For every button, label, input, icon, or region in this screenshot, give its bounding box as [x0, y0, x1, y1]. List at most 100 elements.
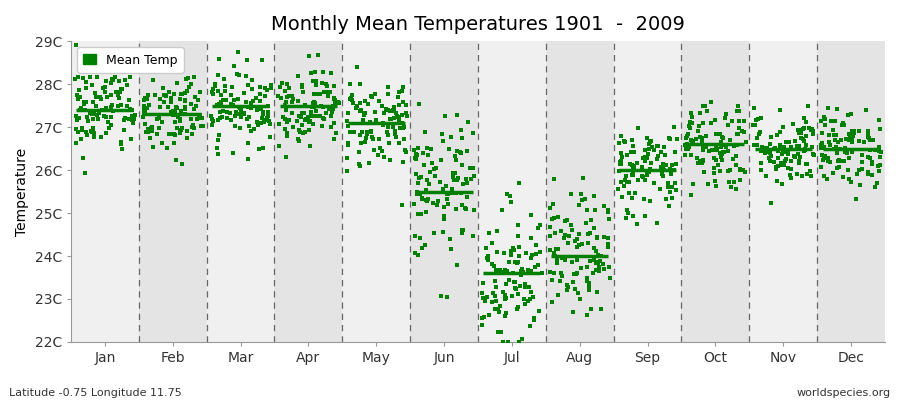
Point — [467, 173, 482, 179]
Point — [381, 132, 395, 138]
Point — [453, 149, 467, 155]
Point — [178, 76, 193, 82]
Point — [816, 144, 831, 150]
Point — [380, 129, 394, 136]
Point — [590, 234, 604, 240]
Point — [519, 250, 534, 257]
Point — [861, 154, 876, 160]
Point — [307, 104, 321, 111]
Point — [322, 106, 337, 112]
Point — [529, 242, 544, 248]
Point — [155, 118, 169, 125]
Point — [208, 82, 222, 89]
Point — [709, 146, 724, 152]
Point — [663, 168, 678, 175]
Point — [661, 184, 675, 191]
Point — [828, 136, 842, 143]
Point — [746, 122, 760, 128]
Point — [701, 180, 716, 187]
Point — [511, 290, 526, 297]
Point — [723, 167, 737, 174]
Point — [842, 176, 857, 182]
Point — [512, 253, 526, 260]
Point — [749, 117, 763, 124]
Point — [572, 231, 586, 237]
Point — [587, 257, 601, 263]
Point — [194, 123, 208, 129]
Point — [454, 190, 468, 196]
Point — [418, 186, 433, 193]
Point — [114, 141, 129, 147]
Point — [862, 147, 877, 153]
Point — [324, 113, 338, 119]
Point — [400, 113, 414, 120]
Point — [626, 162, 641, 169]
Bar — [750, 41, 817, 342]
Point — [715, 142, 729, 148]
Point — [143, 125, 157, 131]
Point — [769, 164, 783, 170]
Point — [753, 167, 768, 173]
Point — [738, 169, 752, 176]
Point — [180, 135, 194, 141]
Point — [762, 150, 777, 156]
Point — [138, 97, 152, 103]
Point — [721, 122, 735, 128]
Point — [444, 134, 458, 140]
Point — [614, 150, 628, 156]
Point — [125, 117, 140, 123]
Point — [824, 118, 838, 124]
Point — [524, 212, 538, 218]
Point — [151, 124, 166, 131]
Point — [226, 150, 240, 156]
Point — [496, 289, 510, 296]
Point — [806, 131, 820, 138]
Point — [589, 259, 603, 265]
Point — [786, 121, 800, 127]
Point — [344, 95, 358, 101]
Point — [834, 137, 849, 144]
Point — [455, 226, 470, 233]
Point — [489, 298, 503, 304]
Point — [396, 99, 410, 105]
Point — [780, 148, 795, 155]
Point — [157, 92, 171, 98]
Point — [220, 108, 234, 115]
Point — [69, 140, 84, 146]
Point — [818, 116, 832, 122]
Point — [611, 168, 625, 175]
Point — [137, 105, 151, 112]
Point — [231, 48, 246, 55]
Point — [298, 128, 312, 135]
Point — [86, 116, 100, 122]
Point — [500, 191, 514, 198]
Point — [653, 186, 668, 192]
Point — [253, 98, 267, 104]
Point — [178, 98, 193, 104]
Point — [547, 215, 562, 221]
Point — [533, 249, 547, 256]
Point — [173, 129, 187, 136]
Point — [261, 110, 275, 116]
Point — [550, 260, 564, 266]
Bar — [614, 41, 681, 342]
Point — [814, 145, 829, 151]
Point — [78, 85, 93, 91]
Point — [567, 238, 581, 244]
Point — [554, 255, 569, 262]
Point — [600, 244, 615, 250]
Point — [291, 98, 305, 104]
Point — [308, 68, 322, 75]
Point — [486, 290, 500, 296]
Point — [413, 191, 428, 198]
Point — [784, 166, 798, 172]
Point — [697, 120, 711, 126]
Point — [873, 162, 887, 168]
Point — [120, 82, 134, 88]
Point — [760, 145, 774, 152]
Point — [346, 97, 360, 103]
Point — [860, 131, 875, 137]
Point — [500, 281, 514, 287]
Point — [656, 161, 670, 168]
Point — [411, 174, 426, 181]
